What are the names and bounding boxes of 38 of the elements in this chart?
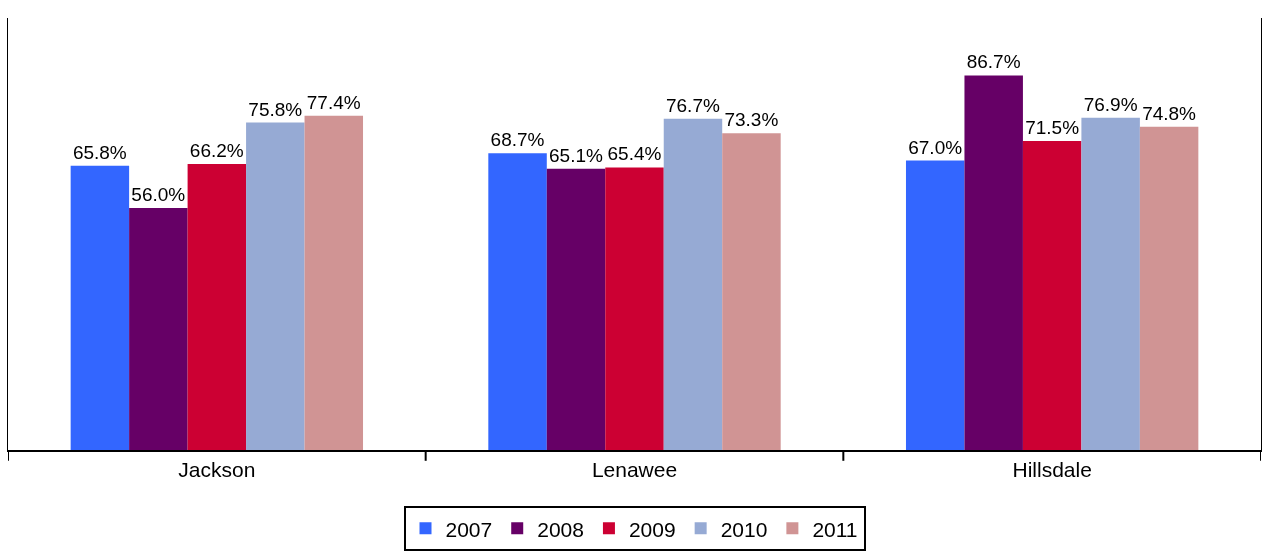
data-label: 65.1%	[549, 144, 604, 166]
bar	[1139, 126, 1199, 450]
bar	[663, 118, 723, 450]
x-tick-label: Hillsdale	[1012, 458, 1092, 482]
data-label: 67.0%	[908, 136, 963, 158]
bar	[605, 167, 664, 450]
legend-label: 2009	[628, 517, 676, 541]
data-label: 56.0%	[131, 184, 186, 206]
legend-label: 2011	[812, 517, 858, 541]
data-label: 75.8%	[248, 98, 303, 120]
data-label: 65.4%	[607, 143, 662, 165]
bar	[722, 133, 781, 450]
x-tick-label: Jackson	[178, 458, 256, 482]
bar	[905, 160, 965, 450]
data-label: 74.8%	[1142, 102, 1197, 124]
legend-label: 2010	[720, 517, 768, 541]
data-label: 73.3%	[724, 109, 779, 131]
bar	[488, 153, 547, 450]
data-label: 86.7%	[966, 51, 1021, 73]
bar	[1081, 117, 1140, 450]
bar	[70, 165, 130, 450]
data-label: 77.4%	[306, 91, 361, 113]
bar	[129, 208, 188, 450]
data-label: 71.5%	[1025, 117, 1080, 139]
legend-label: 2007	[445, 517, 493, 541]
data-label: 76.7%	[665, 94, 720, 116]
bar	[1022, 141, 1082, 450]
data-label: 68.7%	[490, 129, 545, 151]
legend-label: 2008	[537, 517, 584, 541]
bar	[187, 164, 247, 450]
data-label: 76.9%	[1083, 93, 1138, 115]
x-tick-label: Lenawee	[591, 458, 678, 482]
data-label: 66.2%	[189, 140, 244, 162]
bar	[246, 122, 305, 450]
bar	[546, 168, 606, 450]
data-label: 65.8%	[72, 141, 127, 163]
bar	[304, 115, 364, 450]
bar	[964, 75, 1023, 450]
